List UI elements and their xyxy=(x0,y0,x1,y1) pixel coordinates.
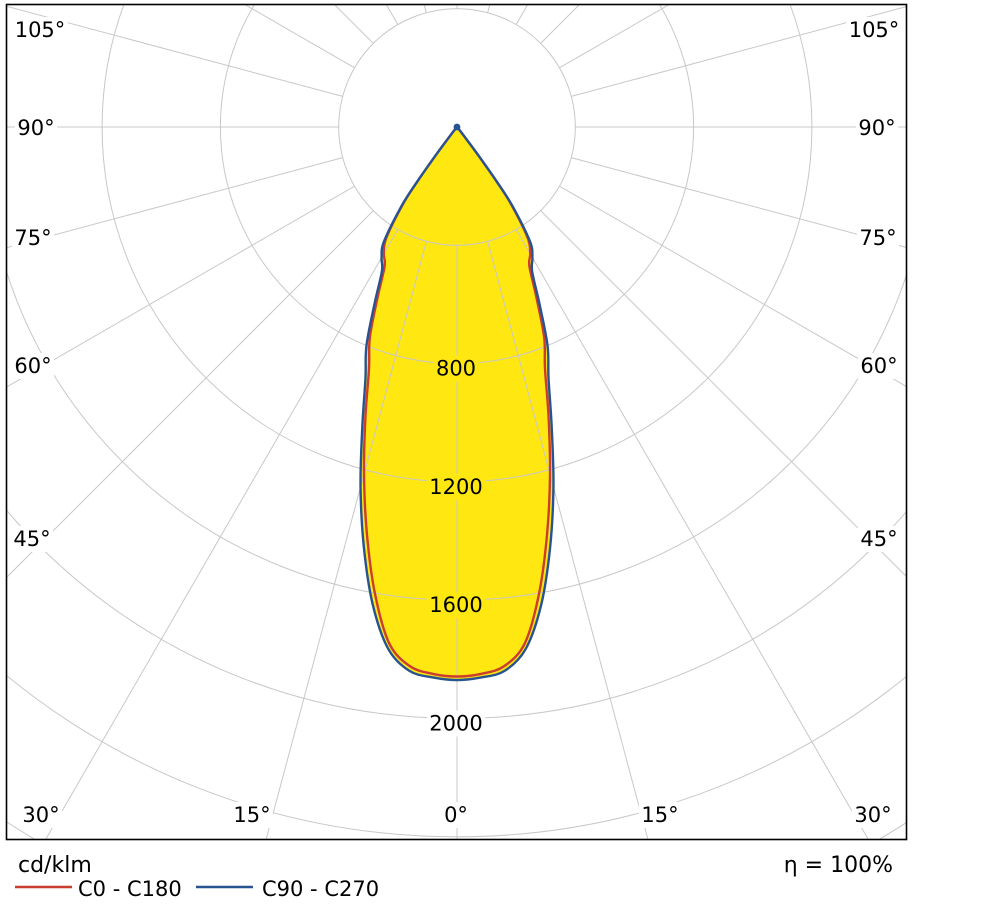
angle-label-left-45-bg xyxy=(10,526,54,552)
grid-radial xyxy=(6,210,374,579)
angle-label-left-60: 60° xyxy=(11,353,55,379)
grid-radial xyxy=(6,185,355,388)
grid-radial xyxy=(559,4,671,69)
angle-label-right-45: 45° xyxy=(857,526,901,552)
angle-label-left-60-bg xyxy=(11,353,55,379)
angle-label-right-60-text: 60° xyxy=(860,354,897,378)
angle-label-right-75-bg xyxy=(856,225,900,251)
angle-label-bottom-4-bg xyxy=(851,802,895,828)
ring-label-1200-bg xyxy=(426,473,486,500)
angle-label-left-105-bg xyxy=(12,17,68,43)
angle-label-right-45-bg xyxy=(857,526,901,552)
grid-radial xyxy=(515,4,529,25)
angle-label-right-60: 60° xyxy=(857,353,901,379)
angle-label-left-90-bg xyxy=(14,115,58,141)
ring-label-1600: 1600 xyxy=(426,592,486,619)
angle-label-bottom-4: 30° xyxy=(851,802,895,828)
units-label-text: cd/klm xyxy=(18,853,92,878)
angle-label-right-75-text: 75° xyxy=(859,226,896,250)
angle-label-bottom-2: 0° xyxy=(441,802,471,828)
angle-label-left-60-text: 60° xyxy=(14,354,51,378)
grid-radial xyxy=(540,210,907,578)
ring-label-800-bg xyxy=(433,355,479,382)
angle-label-bottom-4-text: 30° xyxy=(854,803,891,827)
angle-label-bottom-2-bg xyxy=(441,802,471,828)
angle-label-bottom-0-bg xyxy=(19,802,63,828)
angle-label-left-75: 75° xyxy=(11,225,55,251)
legend-label-c90-c270-text: C90 - C270 xyxy=(262,877,379,901)
ring-label-800-text: 800 xyxy=(436,357,476,381)
angle-label-right-60-bg xyxy=(857,353,901,379)
ring-label-1200-text: 1200 xyxy=(429,475,482,499)
angle-label-right-90-text: 90° xyxy=(858,116,895,140)
angle-label-left-45-text: 45° xyxy=(13,527,50,551)
grid-radial xyxy=(571,157,907,248)
grid-radial xyxy=(45,229,399,840)
legend-label-c90-c270: C90 - C270 xyxy=(262,877,379,901)
angle-label-right-105: 105° xyxy=(846,17,902,43)
angle-label-bottom-3: 15° xyxy=(638,802,682,828)
angle-label-left-90-text: 90° xyxy=(17,116,54,140)
legend: C0 - C180 C90 - C270 xyxy=(15,877,379,901)
units-label: cd/klm xyxy=(18,853,92,878)
efficiency-label-text: η = 100% xyxy=(784,853,893,878)
ring-label-1200: 1200 xyxy=(426,473,486,500)
angle-label-left-75-bg xyxy=(11,225,55,251)
angle-label-bottom-3-bg xyxy=(638,802,682,828)
angle-label-left-75-text: 75° xyxy=(14,226,51,250)
grid-radial xyxy=(559,185,907,388)
grid-radial xyxy=(265,241,427,840)
ring-label-2000-bg xyxy=(426,710,486,737)
ring-label-1600-bg xyxy=(426,592,486,619)
angle-label-right-75: 75° xyxy=(856,225,900,251)
grid-radial xyxy=(571,6,907,97)
grid-radial xyxy=(487,4,491,13)
pole-dot xyxy=(453,123,461,131)
angle-label-right-105-bg xyxy=(846,17,902,43)
angle-label-bottom-2-text: 0° xyxy=(444,803,468,827)
efficiency-label: η = 100% xyxy=(784,853,893,878)
grid-radial xyxy=(487,241,649,840)
grid-radial xyxy=(515,229,869,840)
grid-radial xyxy=(6,157,343,249)
angle-label-left-105: 105° xyxy=(12,17,68,43)
angle-label-left-105-text: 105° xyxy=(15,18,66,42)
legend-label-c0-c180-text: C0 - C180 xyxy=(78,877,182,901)
angle-label-bottom-0-text: 30° xyxy=(22,803,59,827)
angle-label-left-45: 45° xyxy=(10,526,54,552)
ring-label-800: 800 xyxy=(433,355,479,382)
angle-label-right-90-bg xyxy=(855,115,899,141)
angle-label-bottom-0: 30° xyxy=(19,802,63,828)
angle-label-right-45-text: 45° xyxy=(860,527,897,551)
angle-label-bottom-3-text: 15° xyxy=(641,803,678,827)
angle-label-bottom-1: 15° xyxy=(230,802,274,828)
ring-label-2000-text: 2000 xyxy=(429,712,482,736)
plot-frame xyxy=(5,3,908,841)
grid-radial xyxy=(6,5,343,97)
ring-label-2000: 2000 xyxy=(426,710,486,737)
legend-label-c0-c180: C0 - C180 xyxy=(78,877,182,901)
angle-label-bottom-1-bg xyxy=(230,802,274,828)
angle-label-bottom-1-text: 15° xyxy=(233,803,270,827)
angle-label-right-90: 90° xyxy=(855,115,899,141)
grid-radial xyxy=(423,4,427,13)
angle-label-left-90: 90° xyxy=(14,115,58,141)
angle-label-right-105-text: 105° xyxy=(849,18,900,42)
ring-label-1600-text: 1600 xyxy=(429,593,482,617)
grid-radial xyxy=(540,4,581,44)
